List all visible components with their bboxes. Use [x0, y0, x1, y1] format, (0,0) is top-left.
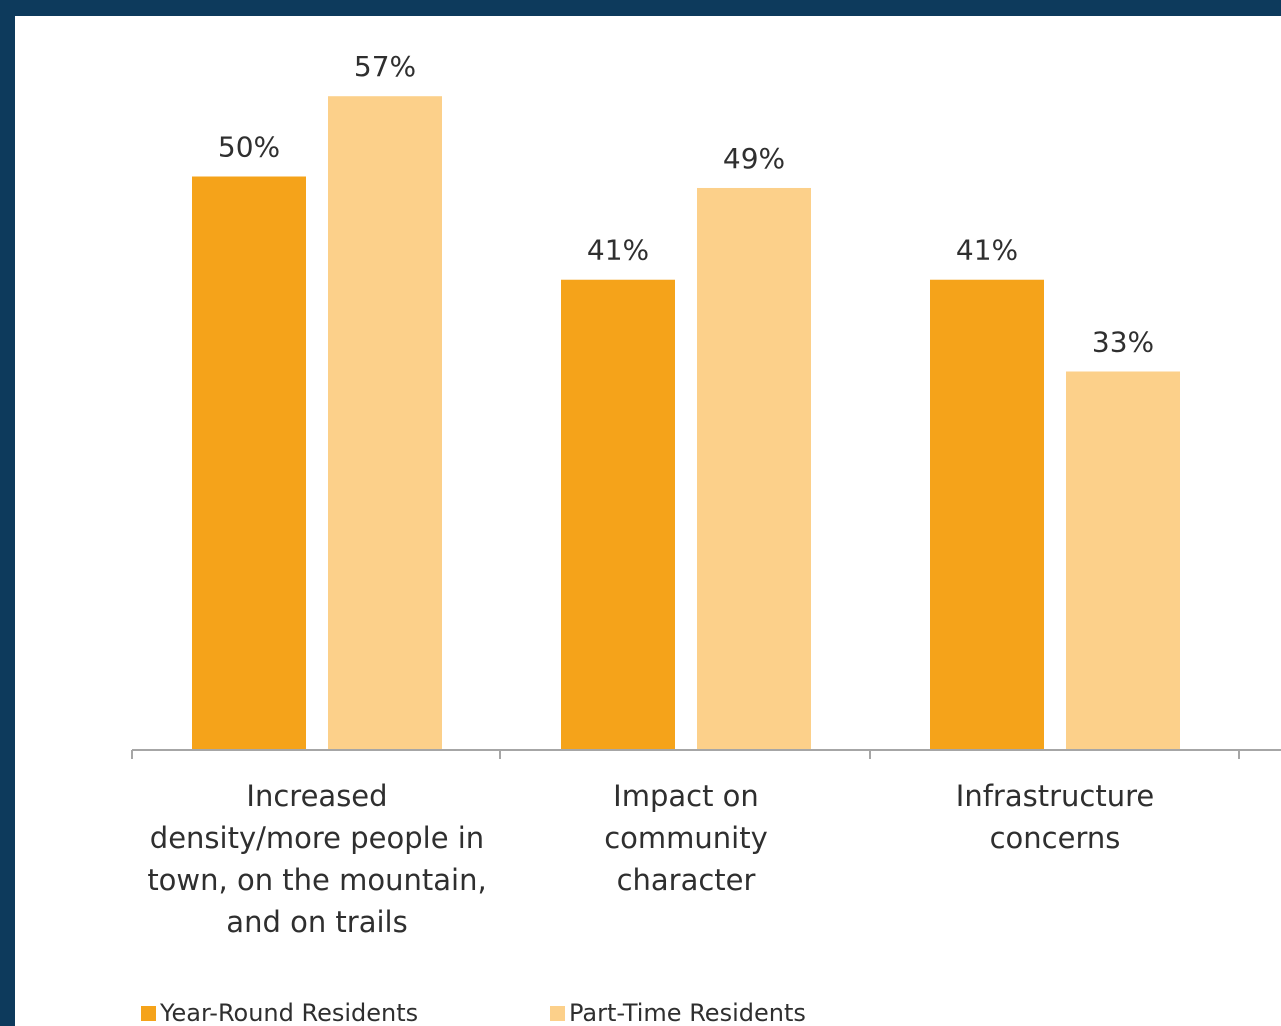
category-label-2: Impact on community character	[604, 779, 768, 897]
bars-group	[192, 96, 1180, 751]
category-label-3-line-2: concerns	[990, 821, 1121, 855]
chart-panel: 50% 41% 41% 57% 49% 33% Increased density/more…	[15, 16, 1281, 1026]
bar-year-round-2	[561, 279, 675, 750]
value-label-part-time-2: 49%	[723, 142, 785, 175]
bar-part-time-1	[328, 96, 442, 750]
category-label-3-line-1: Infrastructure	[956, 779, 1154, 813]
x-axis	[131, 749, 1281, 759]
bar-chart: 50% 41% 41% 57% 49% 33% Increased density/more…	[131, 50, 1281, 939]
legend-label-part-time: Part-Time Residents	[569, 999, 806, 1026]
value-label-year-round-2: 41%	[587, 234, 649, 267]
category-label-2-line-3: character	[617, 863, 756, 897]
category-label-2-line-1: Impact on	[613, 779, 759, 813]
legend-item-year-round: Year-Round Residents	[141, 998, 418, 1026]
legend-label-year-round: Year-Round Residents	[160, 999, 419, 1026]
legend-swatch-year-round	[141, 1006, 156, 1021]
bar-part-time-2	[697, 187, 811, 751]
legend-swatch-part-time	[550, 1006, 565, 1021]
bar-year-round-1	[192, 176, 306, 750]
bar-part-time-3	[1066, 371, 1180, 750]
category-label-1-line-1: Increased	[246, 779, 387, 813]
category-label-2-line-2: community	[604, 821, 768, 855]
value-labels-group: 50% 41% 41% 57% 49% 33%	[218, 50, 1154, 358]
category-labels-group: Increased density/more people in town, on …	[147, 779, 1154, 939]
category-label-1: Increased density/more people in town, on …	[147, 779, 486, 939]
legend-item-part-time: Part-Time Residents	[550, 998, 806, 1026]
category-label-1-line-2: density/more people in	[150, 821, 484, 855]
bar-year-round-3	[930, 279, 1044, 750]
category-label-1-line-3: town, on the mountain,	[147, 863, 486, 897]
value-label-part-time-1: 57%	[354, 50, 416, 83]
value-label-year-round-1: 50%	[218, 131, 280, 164]
value-label-year-round-3: 41%	[956, 234, 1018, 267]
category-label-1-line-4: and on trails	[226, 905, 407, 939]
value-label-part-time-3: 33%	[1092, 325, 1154, 358]
category-label-3: Infrastructure concerns	[956, 779, 1154, 855]
